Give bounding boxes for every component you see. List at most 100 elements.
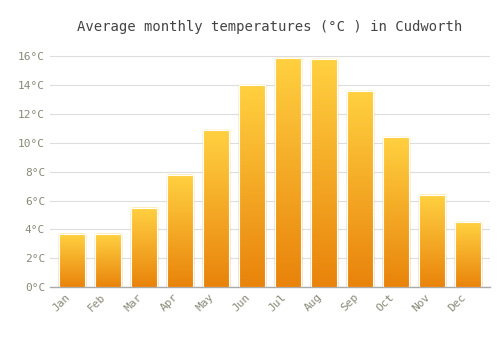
- Bar: [311, 215, 337, 216]
- Bar: [239, 237, 265, 238]
- Bar: [311, 272, 337, 273]
- Bar: [239, 154, 265, 155]
- Bar: [420, 240, 446, 241]
- Bar: [420, 268, 446, 269]
- Bar: [167, 198, 193, 199]
- Bar: [239, 220, 265, 221]
- Bar: [167, 270, 193, 271]
- Bar: [383, 169, 409, 170]
- Bar: [58, 246, 84, 247]
- Bar: [275, 286, 301, 287]
- Bar: [239, 246, 265, 247]
- Bar: [347, 145, 373, 146]
- Bar: [420, 215, 446, 216]
- Bar: [311, 70, 337, 71]
- Bar: [420, 242, 446, 243]
- Bar: [383, 156, 409, 157]
- Bar: [383, 266, 409, 267]
- Bar: [275, 204, 301, 205]
- Bar: [203, 283, 229, 284]
- Bar: [420, 251, 446, 252]
- Bar: [203, 177, 229, 178]
- Bar: [420, 238, 446, 239]
- Bar: [420, 248, 446, 249]
- Bar: [420, 279, 446, 280]
- Bar: [383, 146, 409, 147]
- Bar: [420, 266, 446, 267]
- Bar: [203, 174, 229, 175]
- Bar: [203, 197, 229, 198]
- Bar: [311, 229, 337, 230]
- Bar: [420, 197, 446, 198]
- Bar: [239, 260, 265, 261]
- Bar: [347, 128, 373, 129]
- Bar: [311, 259, 337, 260]
- Bar: [347, 265, 373, 266]
- Bar: [383, 224, 409, 225]
- Bar: [347, 159, 373, 160]
- Bar: [347, 158, 373, 159]
- Bar: [347, 177, 373, 178]
- Bar: [275, 212, 301, 213]
- Bar: [311, 179, 337, 180]
- Bar: [311, 276, 337, 277]
- Bar: [167, 271, 193, 272]
- Bar: [275, 93, 301, 94]
- Bar: [311, 211, 337, 212]
- Bar: [383, 140, 409, 141]
- Bar: [275, 150, 301, 151]
- Bar: [383, 147, 409, 148]
- Bar: [347, 237, 373, 238]
- Bar: [383, 161, 409, 162]
- Bar: [311, 173, 337, 174]
- Bar: [347, 110, 373, 111]
- Bar: [131, 212, 157, 213]
- Bar: [311, 152, 337, 153]
- Bar: [94, 282, 120, 283]
- Bar: [203, 186, 229, 187]
- Bar: [383, 150, 409, 151]
- Bar: [347, 246, 373, 247]
- Bar: [203, 218, 229, 219]
- Bar: [203, 232, 229, 233]
- Bar: [275, 110, 301, 111]
- Bar: [420, 227, 446, 228]
- Bar: [167, 193, 193, 194]
- Bar: [239, 138, 265, 139]
- Bar: [347, 238, 373, 239]
- Bar: [167, 214, 193, 215]
- Bar: [311, 185, 337, 186]
- Bar: [275, 164, 301, 165]
- Bar: [383, 256, 409, 257]
- Bar: [347, 156, 373, 157]
- Bar: [58, 265, 84, 266]
- Bar: [456, 233, 481, 234]
- Bar: [239, 240, 265, 241]
- Bar: [167, 175, 193, 287]
- Bar: [420, 254, 446, 255]
- Bar: [275, 100, 301, 101]
- Bar: [383, 141, 409, 142]
- Bar: [94, 253, 120, 254]
- Bar: [311, 72, 337, 73]
- Bar: [94, 284, 120, 285]
- Bar: [383, 137, 409, 287]
- Bar: [456, 260, 481, 261]
- Bar: [203, 258, 229, 259]
- Bar: [456, 267, 481, 268]
- Bar: [239, 203, 265, 204]
- Bar: [94, 285, 120, 286]
- Bar: [167, 234, 193, 235]
- Bar: [58, 285, 84, 286]
- Bar: [167, 204, 193, 205]
- Bar: [383, 243, 409, 244]
- Bar: [311, 208, 337, 209]
- Bar: [311, 69, 337, 70]
- Bar: [275, 160, 301, 161]
- Bar: [203, 183, 229, 184]
- Bar: [239, 227, 265, 228]
- Bar: [275, 131, 301, 132]
- Bar: [275, 71, 301, 72]
- Bar: [311, 77, 337, 78]
- Bar: [275, 217, 301, 218]
